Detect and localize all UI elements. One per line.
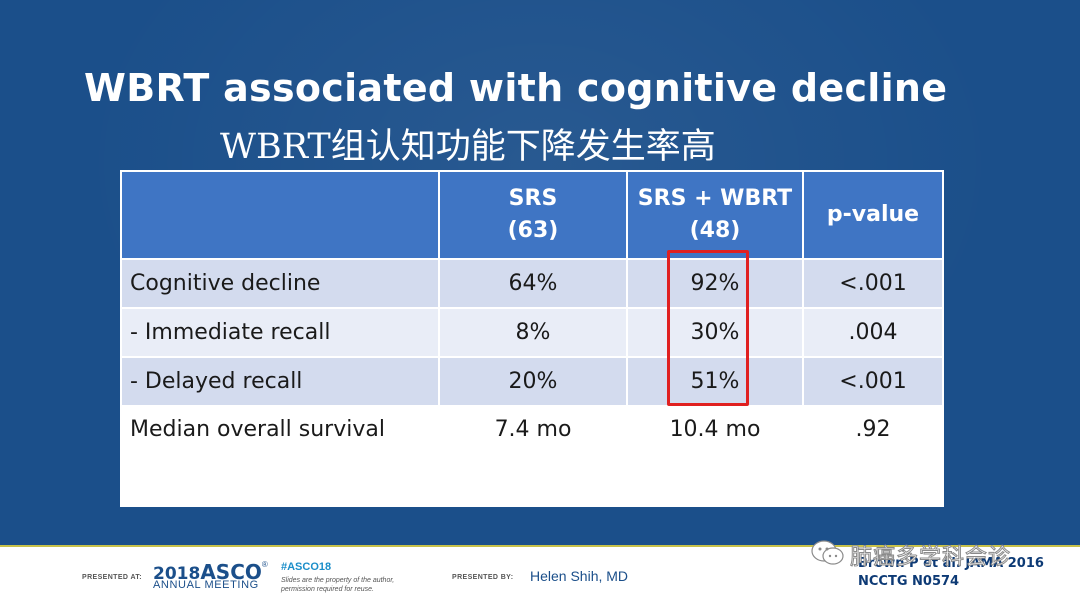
results-table: SRS (63) SRS + WBRT (48) p-value Cogniti… <box>120 170 944 507</box>
watermark: 肺癌多学科会诊 <box>810 536 1080 572</box>
citation: Brown P et al. JAMA 2016 NCCTG N0574 <box>858 555 1044 591</box>
presented-by-label: PRESENTED BY: <box>452 574 514 581</box>
registered-mark: ® <box>261 560 268 569</box>
row-label: Median overall survival <box>120 405 440 507</box>
watermark-text: 肺癌多学科会诊 <box>849 545 1012 571</box>
p-value: .92 <box>802 405 944 507</box>
header-srs-wbrt-text: SRS + WBRT (48) <box>637 186 793 243</box>
header-p-value-text: p-value <box>826 202 920 227</box>
meeting-name: ANNUAL MEETING <box>153 579 259 591</box>
meeting-brand: ASCO <box>200 560 262 584</box>
row-label: - Delayed recall <box>120 356 440 407</box>
table-row: - Immediate recall 8% 30% .004 <box>120 307 944 358</box>
citation-line-2: NCCTG N0574 <box>858 574 960 589</box>
srs-value: 8% <box>438 307 628 358</box>
p-value: .004 <box>802 307 944 358</box>
p-value: <.001 <box>802 258 944 309</box>
disclaimer: Slides are the property of the author, p… <box>281 577 395 593</box>
slide-background: WBRT associated with cognitive decline W… <box>0 0 1080 545</box>
slide-title: WBRT associated with cognitive decline <box>84 66 948 110</box>
meeting-year: 2018 <box>153 564 201 584</box>
table-row: - Delayed recall 20% 51% <.001 <box>120 356 944 407</box>
p-value: <.001 <box>802 356 944 407</box>
table-row: Median overall survival 7.4 mo 10.4 mo .… <box>120 405 944 507</box>
srs-wbrt-value: 92% <box>626 258 804 309</box>
srs-value: 20% <box>438 356 628 407</box>
presented-at-label: PRESENTED AT: <box>82 574 143 581</box>
srs-wbrt-value: 30% <box>626 307 804 358</box>
header-empty <box>120 170 440 260</box>
row-label: Cognitive decline <box>120 258 440 309</box>
citation-line-1: Brown P et al. JAMA 2016 <box>858 556 1044 571</box>
srs-value: 7.4 mo <box>438 405 628 507</box>
presenter-name: Helen Shih, MD <box>530 568 629 584</box>
header-p-value: p-value <box>802 170 944 260</box>
table-row: Cognitive decline 64% 92% <.001 <box>120 258 944 309</box>
highlight-box <box>667 250 749 406</box>
srs-value: 64% <box>438 258 628 309</box>
srs-wbrt-value: 10.4 mo <box>626 405 804 507</box>
table-header-row: SRS (63) SRS + WBRT (48) p-value <box>120 170 944 260</box>
asco-logo: 2018ASCO® ANNUAL MEETING <box>153 560 268 591</box>
hashtag: #ASCO18 <box>281 561 332 573</box>
footer-bar <box>0 545 1080 610</box>
slide-subtitle: WBRT组认知功能下降发生率高 <box>220 127 716 167</box>
wechat-icon <box>811 540 844 565</box>
header-srs: SRS (63) <box>438 170 628 260</box>
row-label: - Immediate recall <box>120 307 440 358</box>
header-srs-text: SRS (63) <box>507 186 559 243</box>
header-srs-wbrt: SRS + WBRT (48) <box>626 170 804 260</box>
